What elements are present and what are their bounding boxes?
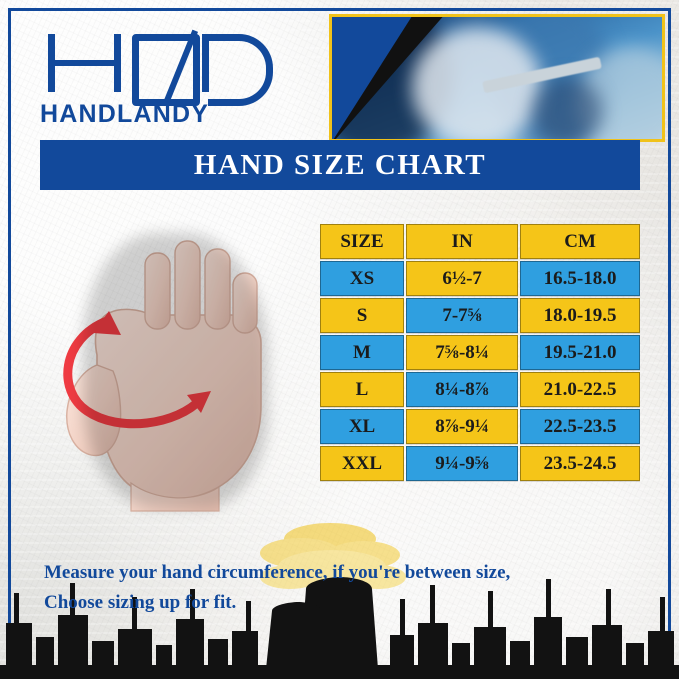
hand-with-circumference-arrow-illustration <box>35 215 300 515</box>
table-row: M 7⅝-8¼ 19.5-21.0 <box>320 335 640 370</box>
page-title-bar: HAND SIZE CHART <box>40 140 640 190</box>
cell-size: XXL <box>320 446 405 481</box>
footer-instructions: Measure your hand circumference, if you'… <box>44 558 644 617</box>
table-row: XXL 9¼-9⅝ 23.5-24.5 <box>320 446 640 481</box>
hand-svg <box>63 240 262 512</box>
col-header-in: IN <box>406 224 519 259</box>
table-row: S 7-7⅝ 18.0-19.5 <box>320 298 640 333</box>
table-row: XS 6½-7 16.5-18.0 <box>320 261 640 296</box>
cell-size: XS <box>320 261 405 296</box>
col-header-size: SIZE <box>320 224 405 259</box>
industrial-skyline-graphic <box>0 523 679 679</box>
cell-in: 7-7⅝ <box>406 298 519 333</box>
cell-in: 6½-7 <box>406 261 519 296</box>
cell-cm: 21.0-22.5 <box>520 372 640 407</box>
gloved-hands-with-wrench-photo <box>329 14 665 142</box>
cell-cm: 16.5-18.0 <box>520 261 640 296</box>
cell-size: M <box>320 335 405 370</box>
footer-line-1: Measure your hand circumference, if you'… <box>44 562 511 584</box>
cell-in: 7⅝-8¼ <box>406 335 519 370</box>
cell-in: 8⅞-9¼ <box>406 409 519 444</box>
table-row: L 8¼-8⅞ 21.0-22.5 <box>320 372 640 407</box>
cell-cm: 18.0-19.5 <box>520 298 640 333</box>
page-title: HAND SIZE CHART <box>193 148 487 181</box>
cell-cm: 19.5-21.0 <box>520 335 640 370</box>
cell-in: 8¼-8⅞ <box>406 372 519 407</box>
cell-size: XL <box>320 409 405 444</box>
col-header-cm: CM <box>520 224 640 259</box>
cell-in: 9¼-9⅝ <box>406 446 519 481</box>
footer-line-2: Choose sizing up for fit. <box>44 591 237 613</box>
brand-logo: HANDLANDY <box>40 29 310 129</box>
handlandy-monogram-icon <box>40 29 290 106</box>
cell-size: L <box>320 372 405 407</box>
cell-cm: 22.5-23.5 <box>520 409 640 444</box>
table-header-row: SIZE IN CM <box>320 224 640 259</box>
cell-cm: 23.5-24.5 <box>520 446 640 481</box>
table-row: XL 8⅞-9¼ 22.5-23.5 <box>320 409 640 444</box>
cell-size: S <box>320 298 405 333</box>
size-table: SIZE IN CM XS 6½-7 16.5-18.0 S 7-7⅝ 18.0… <box>318 222 642 483</box>
